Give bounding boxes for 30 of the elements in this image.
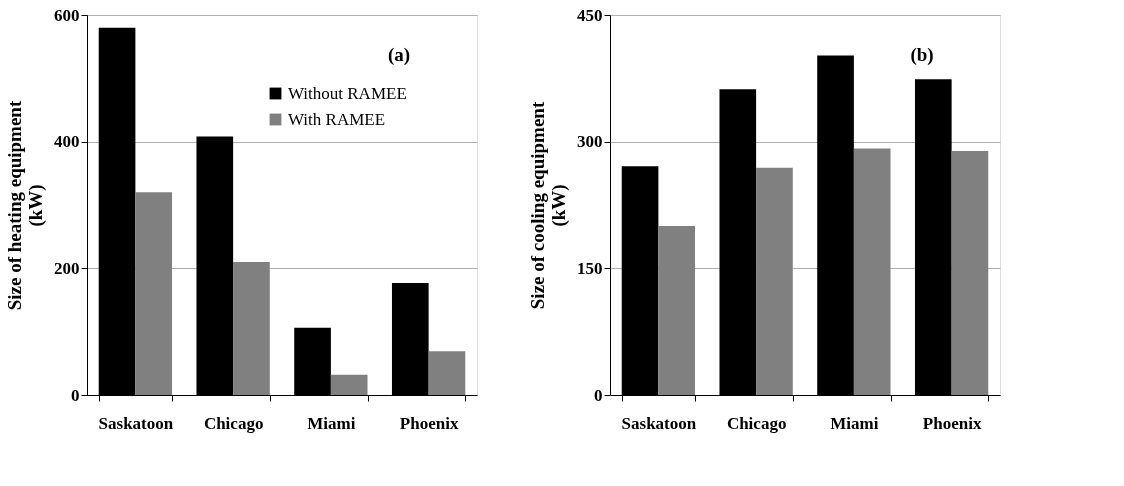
x-tick-label: Phoenix — [922, 413, 982, 433]
bar — [233, 262, 270, 395]
bar — [756, 167, 793, 395]
bar — [330, 374, 368, 395]
y-tick-label: 200 — [54, 258, 80, 278]
x-tick-label: Phoenix — [399, 413, 459, 433]
annotation: (a) — [387, 44, 411, 66]
y-tick-label: 150 — [577, 258, 603, 278]
y-tick-label: 0 — [71, 385, 80, 405]
bar — [658, 226, 696, 395]
y-tick-label: 300 — [577, 132, 603, 152]
x-tick-label: Chicago — [726, 413, 787, 433]
x-tick-label: Chicago — [203, 413, 264, 433]
y-axis-title: Size of cooling equipment (kW) — [527, 101, 570, 310]
y-tick-label: 450 — [577, 5, 603, 25]
bar — [135, 192, 173, 395]
x-tick-label: Saskatoon — [98, 413, 174, 433]
bar — [428, 351, 466, 395]
x-tick-label: Saskatoon — [621, 413, 697, 433]
y-axis-title: Size of heating equipment (kW) — [4, 100, 47, 311]
y-tick-label: 400 — [54, 132, 80, 152]
y-tick-label: 600 — [54, 5, 80, 25]
bar — [951, 150, 989, 395]
legend-label: Without RAMEE — [288, 83, 407, 103]
y-tick-label: 0 — [594, 385, 603, 405]
x-tick-label: Miami — [307, 413, 356, 433]
bar — [853, 148, 891, 395]
x-tick-label: Miami — [830, 413, 879, 433]
legend-label: With RAMEE — [288, 109, 386, 129]
annotation: (b) — [910, 44, 934, 66]
